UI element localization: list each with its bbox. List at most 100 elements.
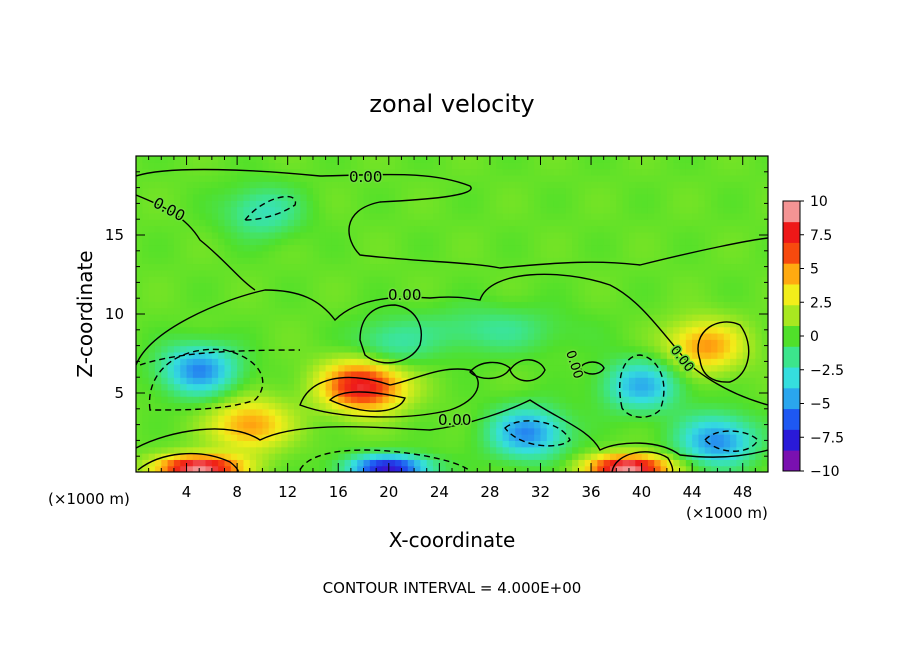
heatmap-cell — [401, 440, 409, 448]
heatmap-cell — [243, 377, 251, 385]
heatmap-cell — [237, 231, 245, 239]
heatmap-cell — [331, 326, 339, 334]
heatmap-cell — [136, 187, 143, 195]
heatmap-cell — [218, 427, 226, 435]
heatmap-cell — [388, 377, 396, 385]
heatmap-cell — [622, 206, 630, 214]
heatmap-cell — [673, 307, 681, 315]
heatmap-cell — [591, 301, 598, 309]
heatmap-cell — [376, 269, 384, 277]
heatmap-cell — [300, 459, 308, 467]
heatmap-cell — [161, 168, 169, 176]
heatmap-cell — [243, 288, 251, 296]
heatmap-cell — [161, 219, 169, 227]
heatmap-cell — [161, 383, 169, 391]
heatmap-cell — [603, 351, 611, 359]
heatmap-cell — [540, 326, 548, 334]
heatmap-cell — [458, 269, 466, 277]
heatmap-cell — [458, 351, 466, 359]
heatmap-cell — [464, 301, 472, 309]
heatmap-cell — [597, 326, 605, 334]
heatmap-cell — [350, 453, 358, 460]
heatmap-cell — [616, 364, 624, 372]
heatmap-cell — [603, 415, 611, 423]
heatmap-cell — [167, 377, 175, 385]
heatmap-cell — [401, 459, 409, 467]
heatmap-cell — [249, 465, 257, 472]
heatmap-cell — [502, 162, 510, 170]
heatmap-cell — [698, 320, 706, 328]
heatmap-cell — [167, 225, 175, 233]
heatmap-cell — [742, 225, 750, 233]
heatmap-cell — [256, 434, 263, 441]
heatmap-cell — [616, 219, 624, 227]
heatmap-cell — [331, 206, 339, 214]
heatmap-cell — [534, 225, 542, 233]
heatmap-cell — [666, 351, 674, 359]
heatmap-cell — [635, 288, 643, 296]
heatmap-cell — [426, 408, 434, 416]
heatmap-cell — [452, 200, 459, 208]
heatmap-cell — [312, 231, 320, 239]
heatmap-cell — [256, 168, 263, 176]
heatmap-cell — [350, 389, 358, 397]
heatmap-cell — [711, 174, 719, 182]
heatmap-cell — [723, 225, 731, 233]
heatmap-cell — [464, 212, 472, 220]
heatmap-cell — [527, 269, 535, 277]
heatmap-cell — [268, 288, 276, 296]
heatmap-cell — [464, 257, 472, 265]
heatmap-cell — [761, 238, 768, 246]
heatmap-cell — [521, 465, 529, 472]
heatmap-cell — [647, 301, 655, 309]
heatmap-cell — [572, 238, 579, 246]
heatmap-cell — [553, 326, 561, 334]
heatmap-cell — [628, 156, 636, 163]
heatmap-cell — [294, 212, 301, 220]
heatmap-cell — [363, 351, 371, 359]
heatmap-cell — [736, 402, 744, 410]
heatmap-cell — [452, 225, 459, 233]
heatmap-cell — [603, 156, 611, 163]
heatmap-cell — [704, 339, 712, 347]
heatmap-cell — [192, 225, 200, 233]
heatmap-cell — [173, 339, 181, 347]
heatmap-cell — [546, 168, 554, 176]
heatmap-cell — [616, 156, 624, 163]
heatmap-cell — [711, 465, 719, 472]
heatmap-cell — [540, 212, 548, 220]
heatmap-cell — [230, 408, 238, 416]
heatmap-cell — [464, 156, 472, 163]
heatmap-cell — [483, 465, 491, 472]
heatmap-cell — [515, 282, 523, 290]
heatmap-cell — [414, 269, 421, 277]
heatmap-cell — [628, 282, 636, 290]
heatmap-cell — [350, 257, 358, 265]
heatmap-cell — [154, 339, 162, 347]
heatmap-cell — [300, 263, 308, 271]
heatmap-cell — [173, 174, 181, 182]
heatmap-cell — [218, 288, 226, 296]
heatmap-cell — [603, 238, 611, 246]
heatmap-cell — [647, 383, 655, 391]
heatmap-cell — [527, 263, 535, 271]
heatmap-cell — [338, 402, 346, 410]
heatmap-cell — [553, 396, 561, 404]
heatmap-cell — [647, 225, 655, 233]
heatmap-cell — [275, 269, 282, 277]
heatmap-cell — [610, 389, 617, 397]
heatmap-cell — [711, 339, 719, 347]
heatmap-cell — [534, 326, 542, 334]
heatmap-cell — [546, 415, 554, 423]
heatmap-cell — [502, 168, 510, 176]
heatmap-cell — [243, 314, 251, 321]
heatmap-cell — [515, 193, 523, 201]
heatmap-cell — [502, 231, 510, 239]
heatmap-cell — [565, 459, 573, 467]
heatmap-cell — [433, 370, 440, 378]
heatmap-cell — [723, 244, 731, 252]
heatmap-cell — [723, 181, 731, 189]
heatmap-cell — [407, 282, 415, 290]
heatmap-cell — [218, 212, 226, 220]
heatmap-cell — [502, 383, 510, 391]
